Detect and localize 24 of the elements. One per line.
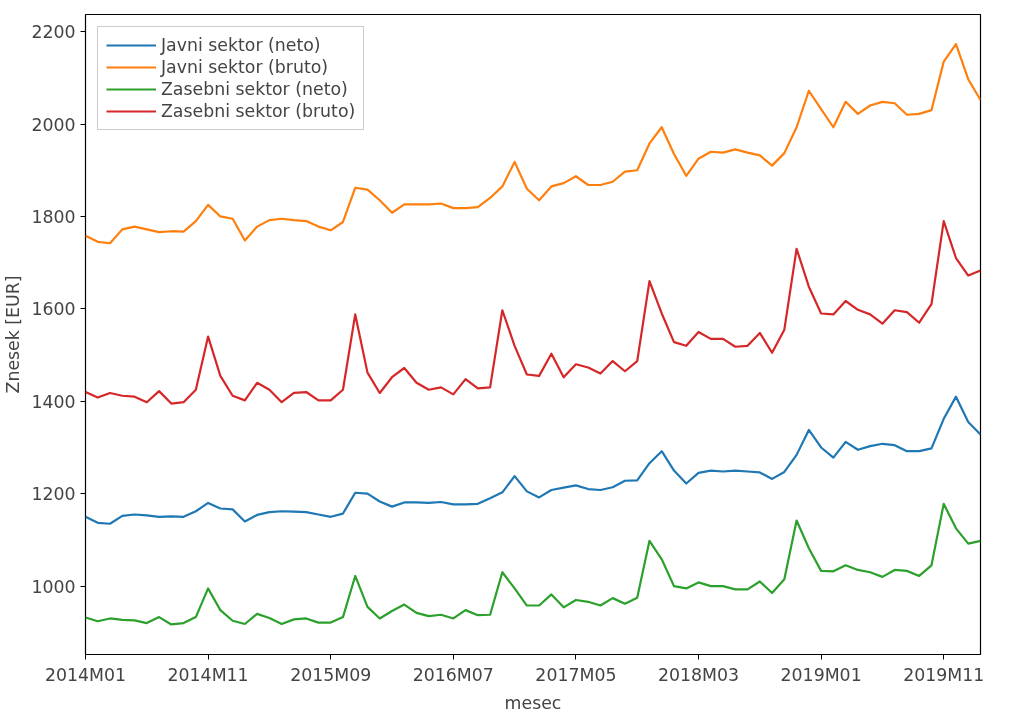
y-tick-label: 1800 [31,206,76,227]
x-tick-label: 2016M07 [412,664,494,685]
x-tick-label: 2015M09 [290,664,372,685]
y-tick-label: 2200 [31,22,76,43]
y-tick-label: 2000 [31,114,76,135]
y-axis-title: Znesek [EUR] [3,275,24,394]
x-tick-label: 2019M11 [903,664,985,685]
y-tick-label: 1400 [31,391,76,412]
x-tick-label: 2014M01 [44,664,127,685]
legend-label: Javni sektor (bruto) [161,57,329,77]
y-tick-label: 1000 [31,576,76,597]
line-series [85,395,981,525]
line-series [85,219,981,405]
x-tick-label: 2014M11 [167,664,249,685]
x-tick-label: 2019M01 [780,664,862,685]
line-series [85,502,981,626]
y-tick-label: 1200 [31,484,76,505]
y-tick-label: 1600 [31,299,76,320]
legend-label: Zasebni sektor (bruto) [161,101,356,121]
x-tick-label: 2017M05 [535,664,617,685]
legend-label: Javni sektor (neto) [161,35,321,55]
x-axis-title: mesec [504,692,562,713]
x-tick-label: 2018M03 [657,664,740,685]
legend-label: Zasebni sektor (neto) [161,79,348,99]
